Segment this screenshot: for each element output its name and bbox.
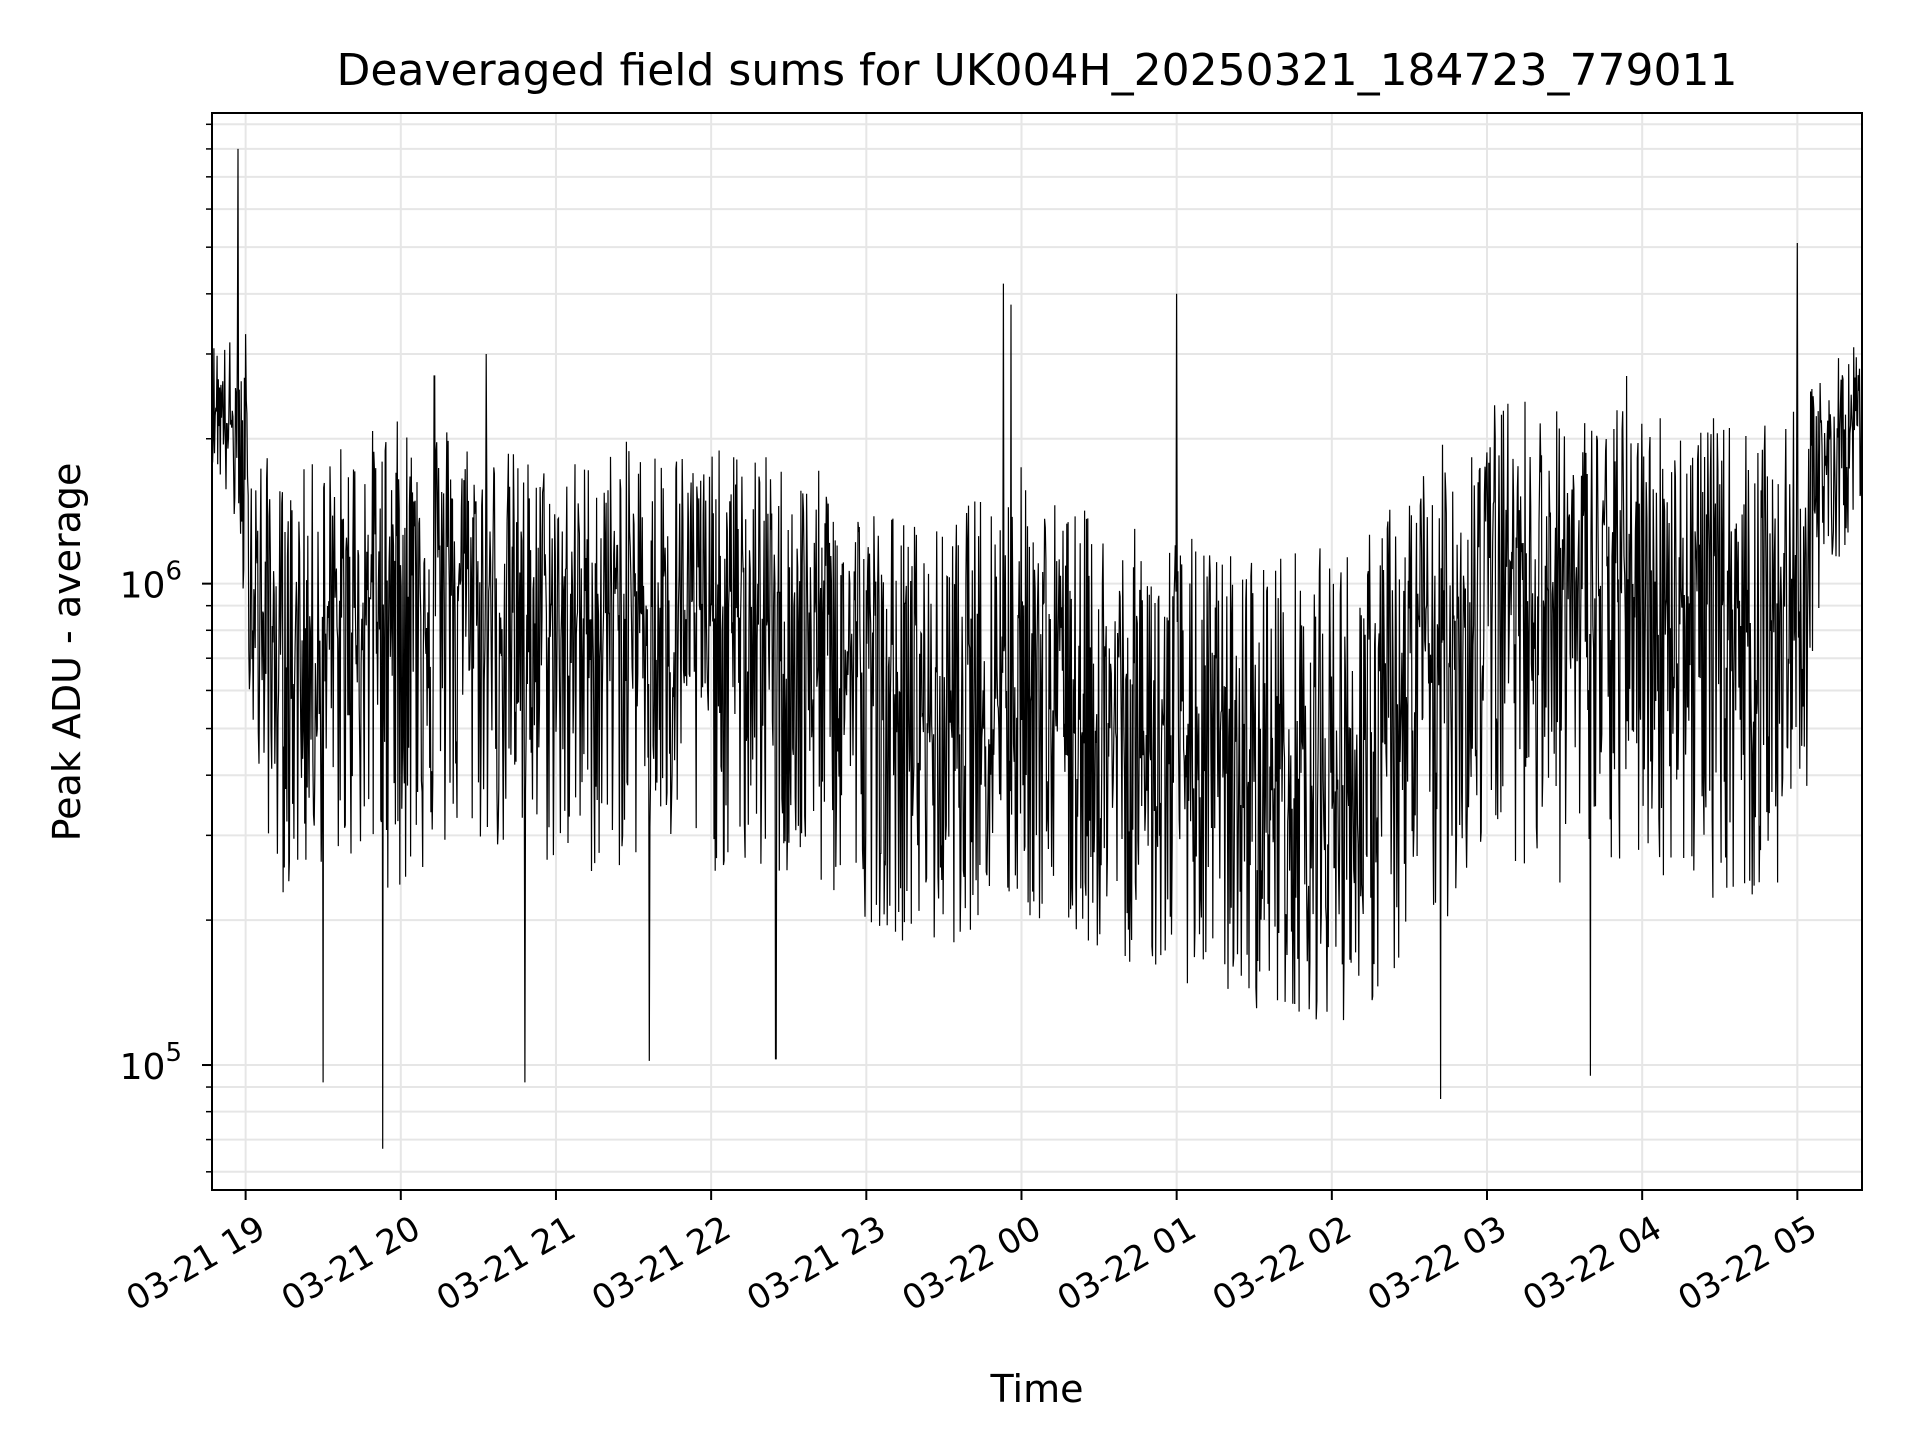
- x-axis-label: Time: [990, 1367, 1084, 1411]
- series-line: [212, 148, 1862, 1149]
- plot-area: [212, 148, 1862, 1149]
- y-tick-label: 106: [120, 557, 182, 607]
- y-axis-label: Peak ADU - average: [45, 463, 89, 842]
- series-layer: [212, 148, 1862, 1149]
- y-axis-ticks: 105 106: [120, 123, 212, 1173]
- y-tick-label: 105: [120, 1038, 182, 1088]
- plot-frame: [211, 112, 1863, 1191]
- chart-title: Deaveraged field sums for UK004H_2025032…: [337, 45, 1738, 96]
